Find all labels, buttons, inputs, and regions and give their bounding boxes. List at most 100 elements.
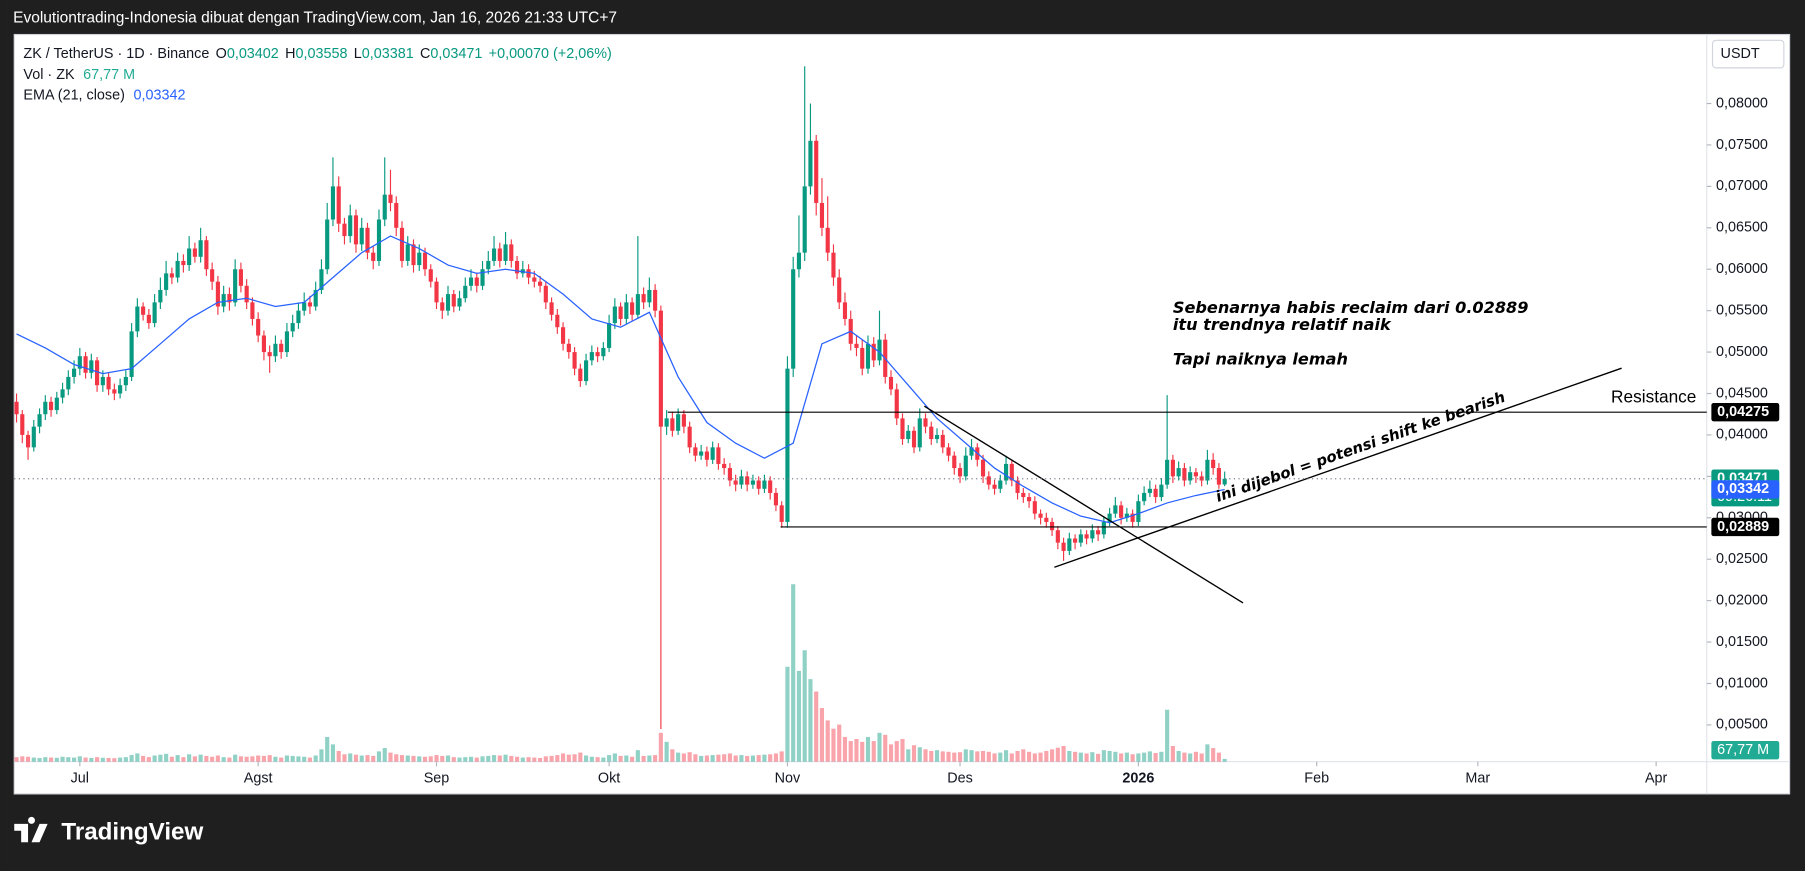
volume-bar: [716, 754, 721, 762]
volume-bar: [474, 757, 479, 762]
volume-bar: [371, 755, 376, 762]
candle-body: [658, 310, 663, 427]
candle-body: [1044, 517, 1049, 522]
volume-bar: [509, 755, 514, 762]
candle-body: [929, 426, 934, 440]
volume-bar: [923, 749, 928, 762]
candle-body: [952, 455, 957, 469]
y-tick-label: 0,04500: [1716, 385, 1768, 401]
candle-body: [566, 343, 571, 353]
volume-bar: [394, 754, 399, 762]
y-tick-label: 0,07000: [1716, 178, 1768, 194]
candle-body: [957, 468, 963, 477]
volume-bar: [503, 754, 508, 762]
candle-body: [745, 476, 750, 485]
volume-bar: [1199, 753, 1204, 762]
candle-body: [284, 331, 290, 353]
candle-body: [624, 302, 629, 319]
volume-bar: [791, 584, 796, 762]
candle-body: [756, 480, 761, 489]
volume-bar: [468, 756, 474, 762]
volume-bar: [635, 750, 640, 762]
candle-body: [451, 294, 456, 307]
volume-bar: [342, 754, 347, 762]
currency-button[interactable]: [1711, 39, 1785, 69]
candle-body: [302, 302, 307, 311]
candle-body: [612, 306, 617, 324]
volume-bar: [1176, 750, 1181, 762]
ema-box: [1711, 480, 1780, 499]
legend-key: O: [216, 46, 227, 62]
volume-bar: [808, 679, 813, 762]
currency: USDT: [1721, 46, 1760, 62]
volume-bar: [376, 751, 382, 762]
volume-bar: [1211, 748, 1216, 762]
candle-body: [25, 434, 31, 448]
volume-bar: [768, 754, 773, 762]
volume-bar: [1130, 754, 1135, 762]
legend-volume: Vol · ZK 67,77 M: [23, 67, 135, 83]
volume-bar: [883, 734, 888, 762]
candle-body: [204, 240, 209, 270]
candle-body: [601, 347, 606, 357]
candle-body: [129, 331, 134, 377]
level-name: Resistance: [1611, 387, 1696, 407]
volume-bar: [463, 757, 468, 762]
level-box: [1711, 517, 1780, 537]
candle-body: [365, 227, 370, 253]
volume-bar: [819, 708, 825, 762]
volume-bar: [986, 751, 991, 762]
candle-body: [428, 269, 433, 282]
legend-value: 0,03381: [362, 46, 414, 62]
volume-bar: [497, 755, 502, 762]
candle-body: [1205, 459, 1210, 481]
volume-bar: [975, 751, 980, 762]
volume-bar: [434, 755, 439, 762]
volume-bar: [1159, 751, 1164, 762]
volume-bar: [365, 755, 370, 762]
volume-bar: [210, 756, 215, 762]
volume-bar: [227, 757, 232, 762]
candle-body: [1159, 484, 1164, 498]
candle-body: [279, 343, 284, 353]
candle-body: [923, 418, 928, 427]
y-tick-label: 0,07500: [1716, 137, 1768, 153]
volume-bar: [693, 754, 698, 762]
candle-body: [1107, 513, 1112, 522]
candle-body: [1176, 468, 1181, 477]
volume-bar: [653, 755, 658, 762]
volume-bar: [302, 756, 307, 762]
candle-body: [152, 302, 157, 324]
candle-body: [808, 140, 813, 187]
volume-bar: [123, 757, 128, 762]
volume-bar: [417, 756, 422, 762]
candle-body: [313, 289, 318, 307]
x-tick-label: 2026: [1122, 771, 1154, 787]
volume-bar: [238, 756, 243, 762]
candle-body: [762, 480, 767, 489]
volume-bar: [440, 755, 445, 762]
volume-bar: [727, 753, 732, 762]
volume-bar: [279, 757, 284, 762]
candle-body: [635, 294, 640, 315]
volume-bar: [756, 755, 761, 762]
candle-body: [992, 484, 997, 489]
volume-bar: [1107, 750, 1112, 762]
volume-bar: [860, 741, 865, 762]
candle-body: [963, 455, 968, 477]
volume-bar: [307, 757, 313, 762]
candle-body: [1096, 530, 1101, 535]
candle-body: [1084, 534, 1089, 539]
volume-bar: [1038, 752, 1043, 762]
y-tick-label: 0,01500: [1716, 634, 1768, 650]
header-text: Evolutiontrading-Indonesia dibuat dengan…: [13, 10, 617, 27]
candle-body: [31, 426, 36, 448]
volume-bar: [750, 755, 755, 762]
volume-bar: [589, 756, 594, 762]
candle-body: [917, 418, 922, 448]
candle-body: [187, 248, 192, 266]
candle-body: [842, 302, 848, 319]
volume-box: [1711, 740, 1780, 760]
volume-bar: [1090, 752, 1095, 762]
candle-body: [543, 285, 548, 303]
